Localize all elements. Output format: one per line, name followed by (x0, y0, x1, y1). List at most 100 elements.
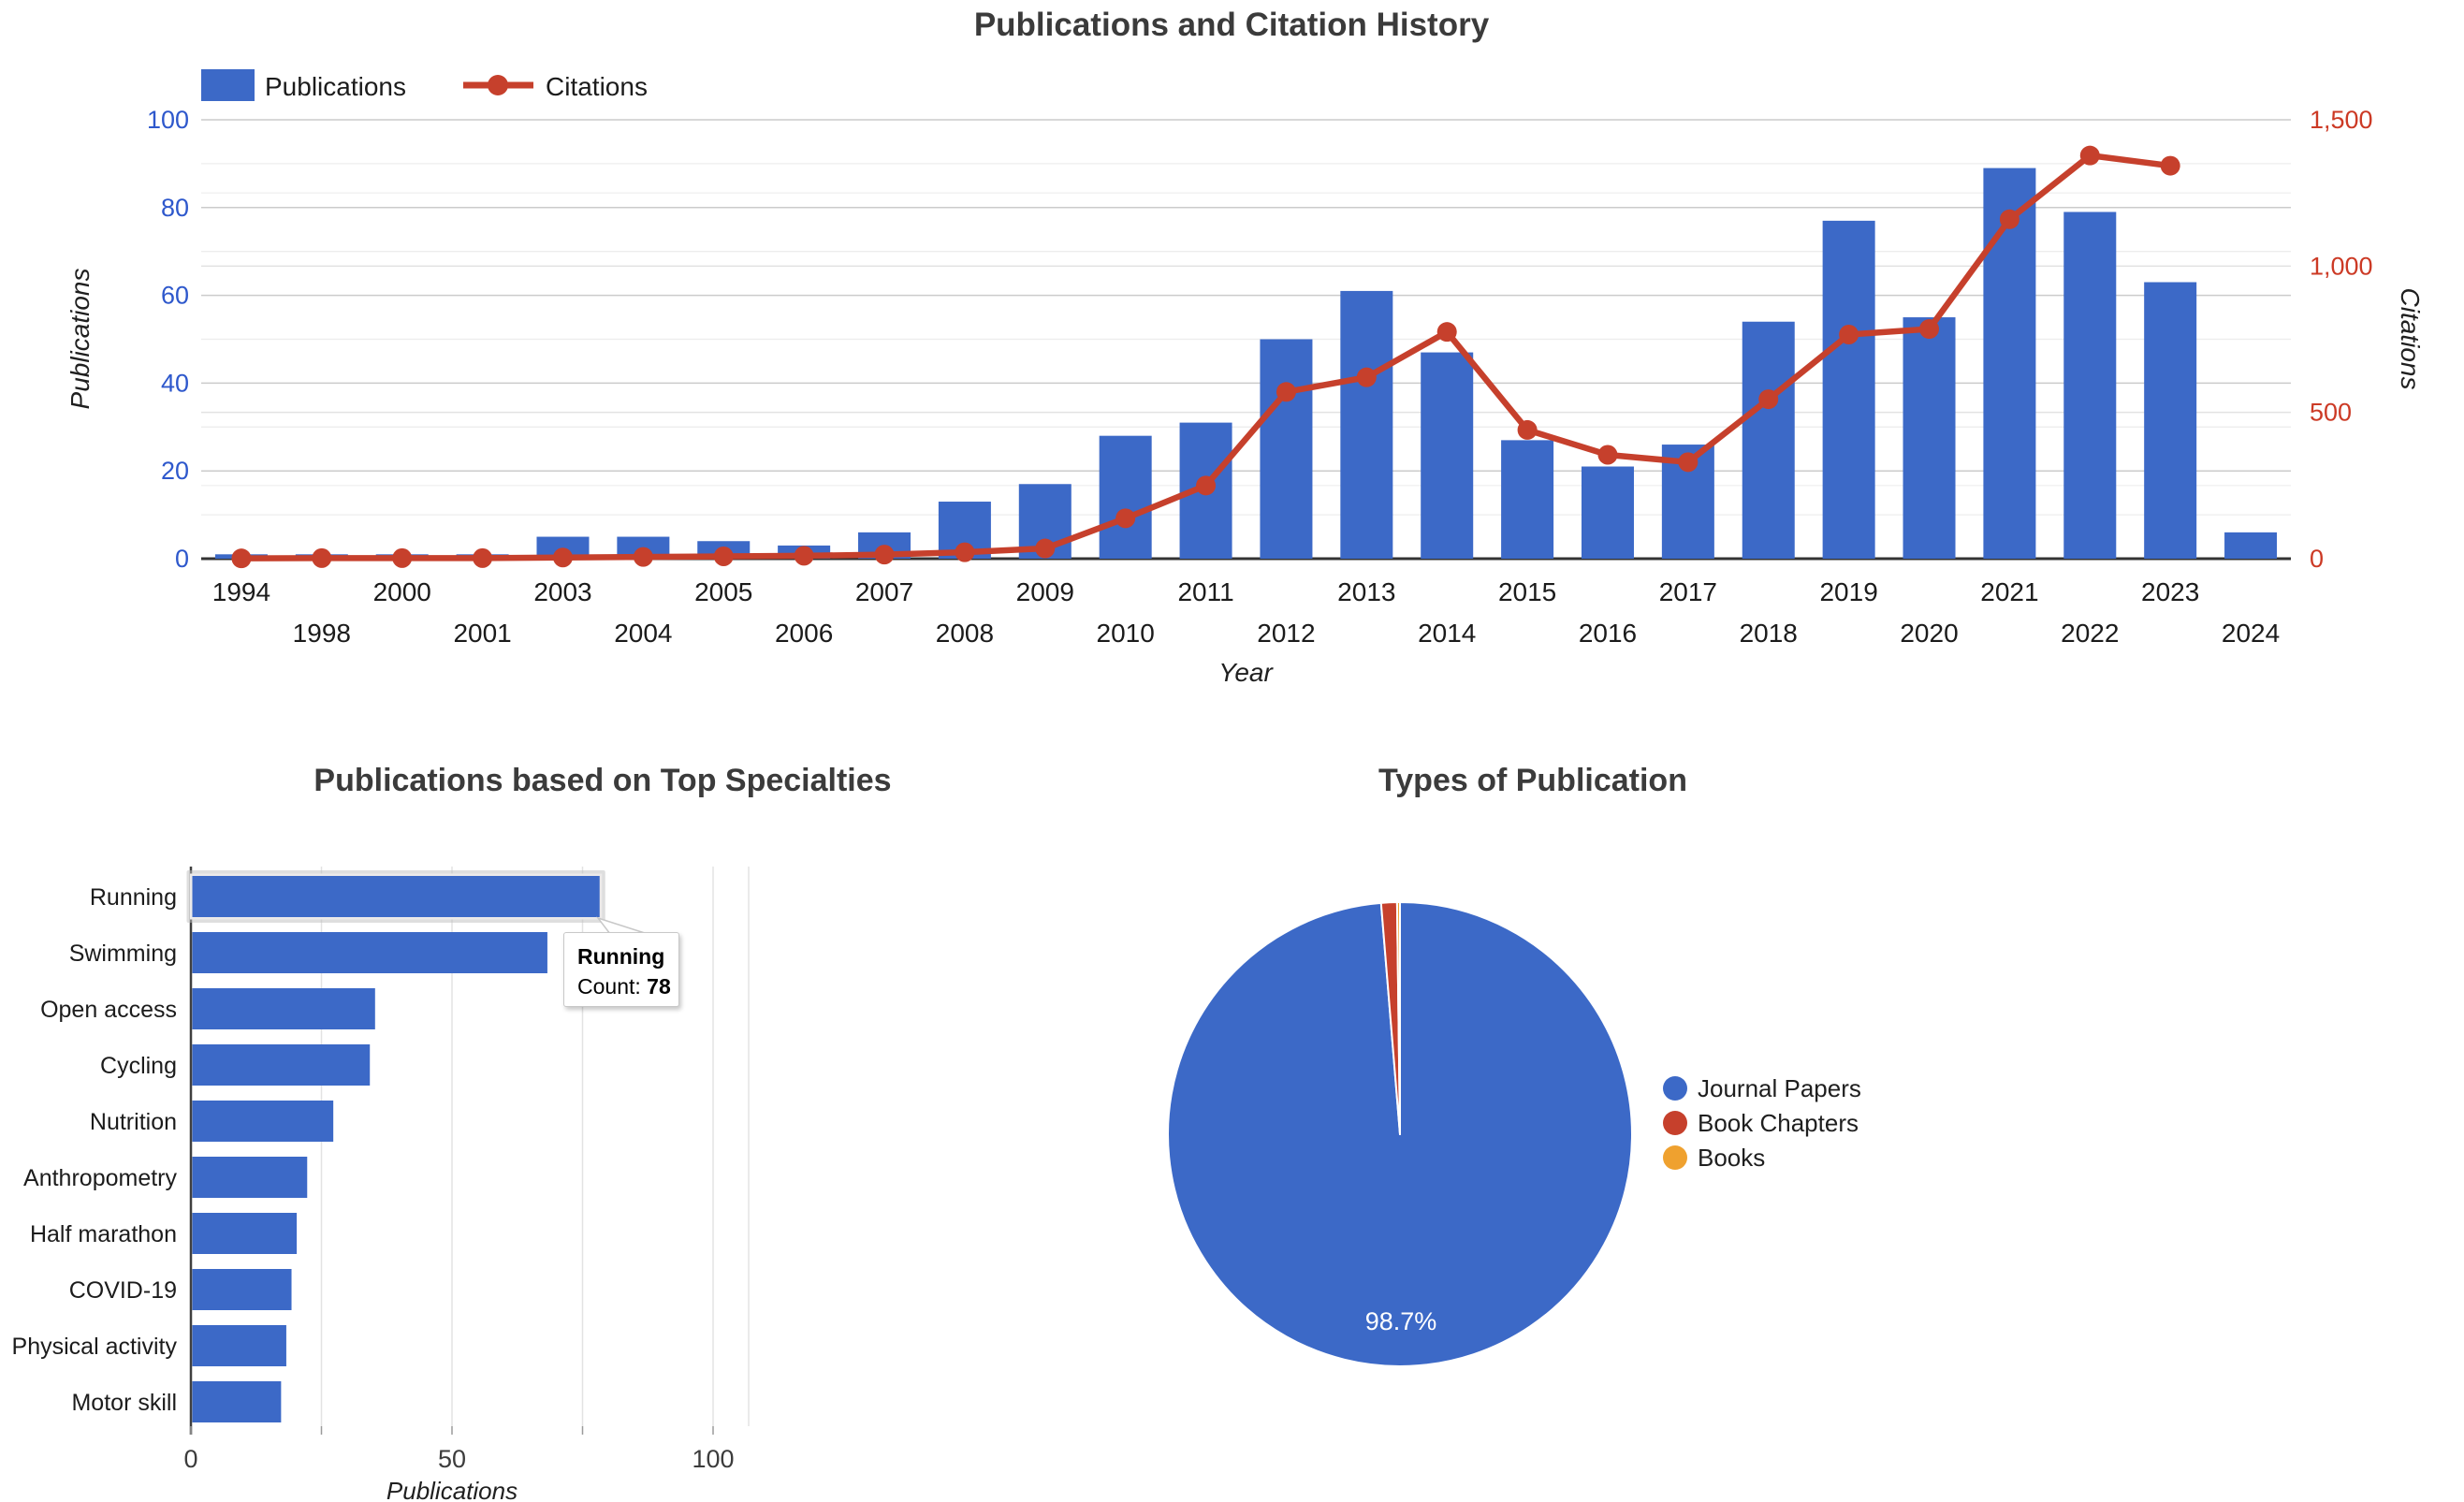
citations-point[interactable] (713, 546, 734, 566)
running-bar-tooltip: Running Count: 78 (563, 932, 679, 1007)
right-axis-tick-label: 500 (2310, 399, 2352, 427)
citations-point[interactable] (1115, 508, 1136, 529)
legend-item-journal-papers[interactable]: Journal Papers (1663, 1074, 1861, 1102)
citations-point[interactable] (874, 545, 895, 565)
specialty-bar-swimming[interactable] (192, 932, 547, 973)
citations-point[interactable] (392, 547, 413, 568)
right-axis-title: Citations (2396, 288, 2425, 390)
chart2-title: Publications based on Top Specialties (313, 763, 891, 798)
x-tick-label: 2001 (453, 619, 511, 648)
publications-bar-2013[interactable] (1340, 290, 1393, 559)
x-tick-label: 2009 (1016, 577, 1074, 606)
citations-point[interactable] (231, 548, 252, 569)
books-legend-label: Books (1698, 1144, 1765, 1172)
x-tick-label: 2004 (614, 619, 672, 648)
citations-point[interactable] (1035, 538, 1056, 559)
citations-point[interactable] (1999, 209, 2019, 229)
publications-bar-2015[interactable] (1501, 440, 1554, 559)
left-axis-tick-label: 60 (161, 282, 189, 310)
citations-point[interactable] (955, 542, 975, 562)
publications-bar-2022[interactable] (2063, 211, 2117, 560)
tooltip-title: Running (577, 944, 665, 969)
right-axis-tick-label: 1,500 (2310, 106, 2373, 134)
journal-papers-legend-label: Journal Papers (1698, 1074, 1861, 1102)
tooltip-count-row: Count: 78 (577, 971, 678, 1001)
citations-point[interactable] (1517, 419, 1538, 440)
pie-legend: Journal Papers Book Chapters Books (1663, 1074, 1861, 1172)
publications-bar-2021[interactable] (1983, 168, 2036, 559)
publications-bar-2023[interactable] (2144, 282, 2197, 559)
x-tick-label: 2021 (1980, 577, 2038, 606)
publications-bar-2012[interactable] (1260, 339, 1313, 560)
book-chapters-legend-label: Book Chapters (1698, 1109, 1859, 1137)
publications-bar-2014[interactable] (1421, 352, 1474, 559)
specialty-bar-open-access[interactable] (192, 988, 375, 1029)
publications-bar-2016[interactable] (1581, 466, 1634, 559)
publications-bar-2020[interactable] (1903, 317, 1956, 559)
citations-point[interactable] (1196, 475, 1217, 496)
specialty-bar-anthropometry[interactable] (192, 1157, 308, 1198)
specialty-bar-physical-activity[interactable] (192, 1325, 286, 1366)
publications-bar-2024[interactable] (2224, 532, 2278, 559)
pie-slices (1167, 901, 1634, 1367)
specialty-bar-nutrition[interactable] (192, 1101, 334, 1142)
x-tick-label: 2006 (775, 619, 833, 648)
specialty-bar-motor-skill[interactable] (192, 1381, 282, 1422)
x-tick-label: 2000 (373, 577, 431, 606)
citations-point[interactable] (1678, 452, 1699, 473)
citations-point[interactable] (552, 547, 573, 568)
citations-point[interactable] (1758, 389, 1779, 410)
legend-item-books[interactable]: Books (1663, 1144, 1765, 1172)
citations-legend-label: Citations (546, 72, 648, 101)
category-label: Running (90, 884, 177, 911)
citations-point[interactable] (1597, 445, 1618, 465)
citations-point[interactable] (2160, 155, 2180, 176)
category-label: Half marathon (30, 1221, 177, 1247)
chart1-axis-labels: 1994199820002001200320042005200620072008… (147, 106, 2373, 648)
x-tick-label: 2016 (1579, 619, 1637, 648)
citations-point[interactable] (794, 546, 814, 566)
pie-slice-books[interactable] (1395, 901, 1401, 1135)
tooltip-count-value: 78 (647, 974, 671, 999)
x-tick-label: 100 (692, 1445, 734, 1473)
books-swatch-icon (1663, 1145, 1687, 1170)
left-axis-tick-label: 40 (161, 369, 189, 397)
left-axis-tick-label: 0 (175, 545, 189, 573)
x-tick-label: 2012 (1257, 619, 1315, 648)
category-label: Cycling (100, 1053, 177, 1079)
journal-papers-swatch-icon (1663, 1076, 1687, 1101)
specialty-bar-running[interactable] (192, 876, 600, 917)
publications-bar-2018[interactable] (1742, 321, 1795, 559)
citations-point[interactable] (312, 547, 332, 568)
x-tick-label: 2023 (2141, 577, 2199, 606)
publications-bar-2010[interactable] (1099, 435, 1152, 559)
citations-point[interactable] (1276, 382, 1296, 402)
publications-legend-swatch (201, 69, 255, 101)
legend-item-book-chapters[interactable]: Book Chapters (1663, 1109, 1859, 1137)
x-tick-label: 2015 (1498, 577, 1556, 606)
citations-point[interactable] (1919, 319, 1940, 340)
specialty-bar-covid-19[interactable] (192, 1269, 292, 1310)
citations-point[interactable] (1356, 367, 1377, 387)
specialty-bar-half-marathon[interactable] (192, 1213, 298, 1254)
specialty-bar-cycling[interactable] (192, 1044, 371, 1086)
citations-point[interactable] (1839, 324, 1859, 344)
citations-point[interactable] (1436, 322, 1457, 343)
publications-bar-2019[interactable] (1822, 220, 1875, 559)
pie-percentage-label: 98.7% (1365, 1307, 1437, 1335)
citations-point[interactable] (633, 547, 653, 567)
left-axis-title: Publications (66, 269, 95, 410)
left-axis-tick-label: 80 (161, 194, 189, 222)
citations-point[interactable] (473, 547, 493, 568)
x-tick-label: 2018 (1740, 619, 1798, 648)
book-chapters-swatch-icon (1663, 1111, 1687, 1135)
right-axis-tick-label: 0 (2310, 545, 2324, 573)
chart2-x-axis-title: Publications (386, 1477, 518, 1502)
types-of-publication-chart: Types of Publication Journal Papers Book… (1167, 763, 1861, 1367)
citations-legend-dot-icon (488, 75, 508, 95)
tooltip-count-label: Count: (577, 974, 641, 999)
x-tick-label: 1998 (293, 619, 351, 648)
chart1-citations-line (231, 145, 2180, 569)
citations-point[interactable] (2079, 145, 2100, 166)
category-label: Swimming (69, 941, 177, 967)
